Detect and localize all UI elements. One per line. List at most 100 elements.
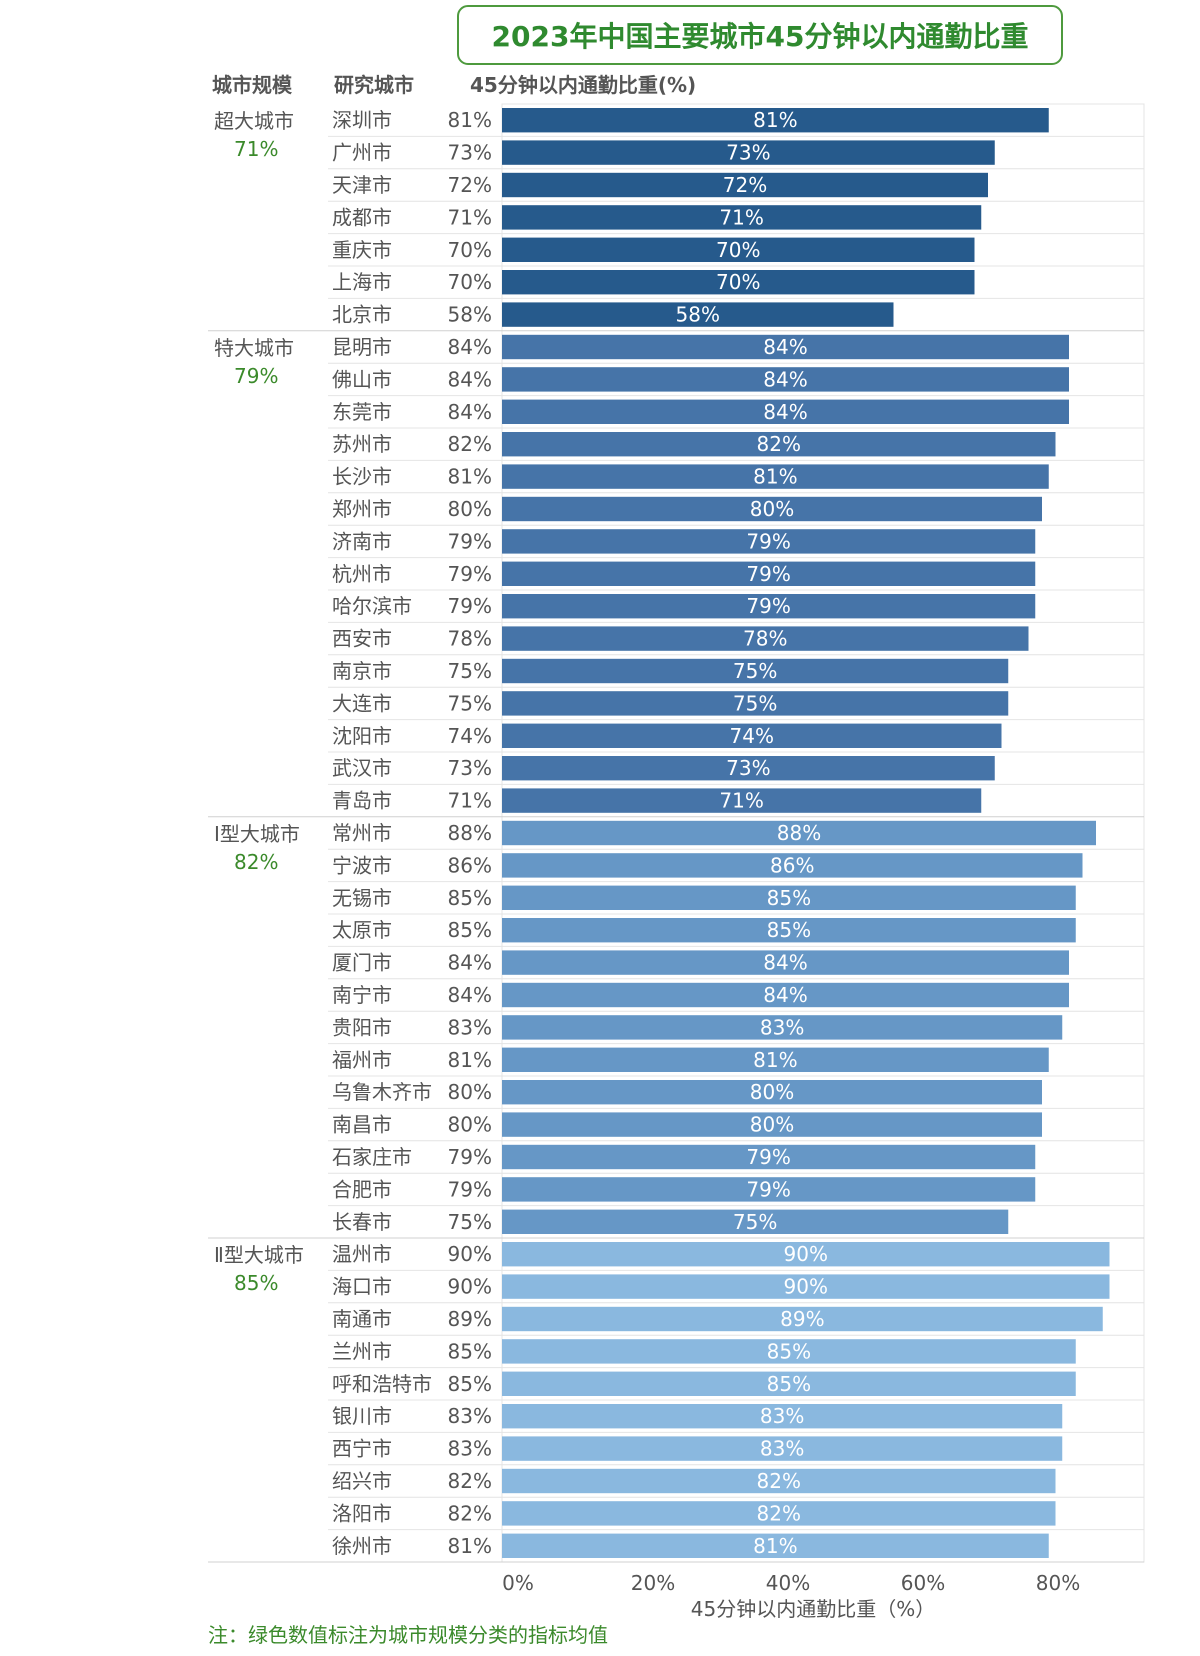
- group-average: 79%: [234, 364, 278, 388]
- group-label: Ⅱ型大城市: [214, 1243, 304, 1267]
- group-label: 超大城市: [214, 109, 294, 133]
- bar: [502, 1177, 1036, 1202]
- bar: [502, 1371, 1076, 1396]
- bar-data-label: 83%: [760, 1404, 804, 1428]
- bar-data-label: 81%: [753, 108, 797, 132]
- bar: [502, 1468, 1056, 1494]
- bar-data-label: 75%: [733, 659, 777, 683]
- value-label: 73%: [448, 141, 492, 165]
- bar: [502, 334, 1069, 360]
- city-label: 厦门市: [332, 951, 392, 975]
- city-label: 重庆市: [332, 238, 392, 262]
- bar: [502, 399, 1069, 424]
- city-label: 北京市: [332, 303, 392, 327]
- city-label: 成都市: [332, 205, 392, 229]
- value-label: 72%: [448, 173, 492, 197]
- value-label: 79%: [448, 1145, 492, 1169]
- bar-data-label: 82%: [757, 1469, 801, 1493]
- x-axis: 0% 20% 40% 60% 80%: [502, 1571, 1080, 1595]
- bar: [502, 1015, 1063, 1040]
- value-label: 71%: [448, 205, 492, 229]
- bar: [502, 302, 894, 327]
- value-label: 83%: [448, 1404, 492, 1428]
- bar-data-label: 84%: [763, 335, 807, 359]
- value-label: 90%: [448, 1275, 492, 1299]
- x-tick-label: 80%: [1036, 1571, 1080, 1595]
- value-label: 82%: [448, 1501, 492, 1525]
- bar: [502, 1404, 1063, 1429]
- bar: [502, 982, 1069, 1008]
- city-label: 济南市: [332, 529, 392, 553]
- bar-data-label: 84%: [763, 400, 807, 424]
- bar: [502, 1274, 1110, 1299]
- value-label: 78%: [448, 627, 492, 651]
- city-label: 南昌市: [332, 1113, 392, 1137]
- value-label: 88%: [448, 821, 492, 845]
- x-tick-label: 20%: [631, 1571, 675, 1595]
- bar-data-label: 90%: [784, 1275, 828, 1299]
- city-label: 西宁市: [332, 1437, 392, 1461]
- bar: [502, 205, 982, 230]
- city-label: 合肥市: [332, 1177, 392, 1201]
- city-label: 呼和浩特市: [332, 1372, 432, 1396]
- bar: [502, 658, 1009, 684]
- city-label: 常州市: [332, 821, 392, 845]
- value-label: 70%: [448, 238, 492, 262]
- value-label: 84%: [448, 951, 492, 975]
- city-label: 绍兴市: [332, 1469, 392, 1493]
- bar: [502, 723, 1002, 748]
- value-label: 90%: [448, 1242, 492, 1266]
- chart-title-box: [457, 5, 1063, 65]
- value-label: 81%: [448, 1534, 492, 1558]
- bar: [502, 1436, 1063, 1461]
- city-label: 贵阳市: [332, 1015, 392, 1039]
- bar: [502, 918, 1076, 943]
- city-label: 太原市: [332, 918, 392, 942]
- bar-data-label: 80%: [750, 1113, 794, 1137]
- value-label: 85%: [448, 1339, 492, 1363]
- city-label: 青岛市: [332, 789, 392, 813]
- value-label: 79%: [448, 529, 492, 553]
- bar: [502, 108, 1049, 133]
- value-label: 80%: [448, 497, 492, 521]
- value-label: 58%: [448, 303, 492, 327]
- bar: [502, 788, 982, 813]
- city-label: 石家庄市: [332, 1145, 412, 1169]
- value-label: 84%: [448, 335, 492, 359]
- bar: [502, 1144, 1036, 1170]
- x-tick-label: 60%: [901, 1571, 945, 1595]
- bar-data-label: 81%: [753, 1048, 797, 1072]
- bar-data-label: 81%: [753, 1534, 797, 1558]
- value-label: 85%: [448, 918, 492, 942]
- bar-data-label: 79%: [746, 1177, 790, 1201]
- value-label: 84%: [448, 367, 492, 391]
- bar-data-label: 85%: [767, 886, 811, 910]
- value-label: 79%: [448, 594, 492, 618]
- value-label: 82%: [448, 1469, 492, 1493]
- bar-data-label: 75%: [733, 1210, 777, 1234]
- bar: [502, 820, 1096, 846]
- bar-data-label: 84%: [763, 983, 807, 1007]
- value-label: 84%: [448, 400, 492, 424]
- bar-data-label: 79%: [746, 594, 790, 618]
- bar-data-label: 72%: [723, 173, 767, 197]
- value-label: 85%: [448, 1372, 492, 1396]
- bar: [502, 140, 995, 165]
- bar: [502, 172, 988, 198]
- city-label: 乌鲁木齐市: [332, 1080, 432, 1104]
- city-label: 西安市: [332, 627, 392, 651]
- city-label: 广州市: [332, 141, 392, 165]
- bar: [502, 464, 1049, 489]
- bar-data-label: 58%: [676, 303, 720, 327]
- bar: [502, 1533, 1049, 1558]
- bar: [502, 691, 1009, 716]
- value-label: 73%: [448, 756, 492, 780]
- city-label: 上海市: [332, 270, 392, 294]
- value-label: 85%: [448, 886, 492, 910]
- city-label: 温州市: [332, 1242, 392, 1266]
- value-label: 70%: [448, 270, 492, 294]
- city-label: 福州市: [332, 1048, 392, 1072]
- city-label: 天津市: [332, 173, 392, 197]
- bar: [502, 1047, 1049, 1072]
